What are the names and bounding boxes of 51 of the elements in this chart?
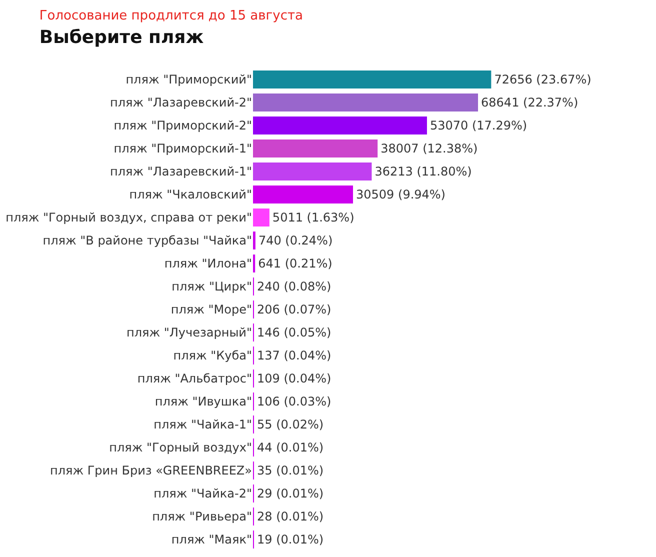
y-tick-label: пляж "Куба": [173, 348, 252, 363]
data-label: 19 (0.01%): [257, 532, 324, 546]
y-tick-label: пляж "Горный воздух, справа от реки": [6, 210, 252, 225]
data-label: 146 (0.05%): [257, 326, 332, 340]
data-label: 30509 (9.94%): [356, 188, 446, 202]
y-tick-label: пляж "Илона": [164, 256, 252, 271]
data-label: 29 (0.01%): [257, 486, 324, 500]
y-tick-label: пляж "Маяк": [171, 532, 252, 547]
data-label: 38007 (12.38%): [380, 142, 478, 156]
y-tick-label: пляж "Приморский": [126, 72, 252, 87]
y-tick-label: пляж Грин Бриз «GREENBREEZ»: [50, 464, 252, 478]
data-label: 740 (0.24%): [258, 234, 333, 248]
y-tick-label: пляж "Море": [170, 302, 252, 317]
bar: [253, 70, 492, 88]
bar: [253, 140, 378, 158]
data-label: 240 (0.08%): [257, 280, 332, 294]
y-tick-label: пляж "Лазаревский-1": [110, 164, 252, 179]
y-tick-label: пляж "Чайка-1": [154, 418, 252, 432]
y-tick-label: пляж "Приморский-2": [114, 118, 252, 133]
bar: [253, 186, 354, 204]
data-label: 36213 (11.80%): [374, 164, 472, 178]
data-label: 35 (0.01%): [257, 464, 324, 478]
data-label: 68641 (22.37%): [481, 96, 578, 110]
data-label: 106 (0.03%): [257, 394, 332, 408]
data-label: 44 (0.01%): [257, 440, 324, 454]
bar: [253, 162, 372, 180]
data-label: 641 (0.21%): [258, 256, 332, 270]
bar: [253, 208, 270, 226]
data-label: 28 (0.01%): [257, 510, 324, 524]
chart-title: Выберите пляж: [39, 26, 204, 48]
y-tick-label: пляж "Ривьера": [152, 510, 252, 524]
y-tick-label: пляж "Альбатрос": [137, 372, 252, 386]
y-tick-label: пляж "В районе турбазы "Чайка": [42, 234, 252, 248]
y-tick-label: пляж "Чайка-2": [154, 486, 252, 501]
data-label: 137 (0.04%): [257, 348, 332, 362]
data-label: 55 (0.02%): [257, 418, 324, 432]
y-tick-label: пляж "Цирк": [172, 280, 252, 294]
y-tick-label: пляж "Горный воздух": [109, 440, 252, 455]
y-tick-label: пляж "Приморский-1": [114, 142, 252, 156]
data-label: 206 (0.07%): [257, 302, 332, 316]
y-tick-label: пляж "Ивушка": [154, 394, 252, 409]
data-label: 53070 (17.29%): [430, 118, 528, 132]
data-label: 109 (0.04%): [257, 372, 332, 386]
bar: [253, 94, 478, 112]
bar: [253, 116, 427, 134]
data-label: 72656 (23.67%): [494, 72, 592, 86]
y-tick-label: пляж "Чкаловский": [129, 188, 252, 202]
y-tick-label: пляж "Лучезарный": [126, 326, 252, 340]
y-tick-label: пляж "Лазаревский-2": [110, 96, 252, 110]
data-label: 5011 (1.63%): [272, 210, 354, 224]
chart-subtitle: Голосование продлится до 15 августа: [39, 8, 304, 24]
